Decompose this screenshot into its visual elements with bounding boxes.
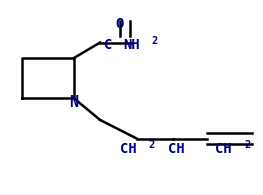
Text: CH: CH bbox=[168, 142, 185, 156]
Text: C: C bbox=[104, 38, 112, 52]
Text: 2: 2 bbox=[244, 140, 250, 150]
Text: 2: 2 bbox=[151, 36, 157, 46]
Text: O: O bbox=[115, 17, 124, 31]
Text: 2: 2 bbox=[149, 140, 155, 150]
Text: NH: NH bbox=[123, 38, 140, 52]
Text: CH: CH bbox=[215, 142, 232, 156]
Text: N: N bbox=[69, 95, 79, 110]
Text: CH: CH bbox=[120, 142, 136, 156]
